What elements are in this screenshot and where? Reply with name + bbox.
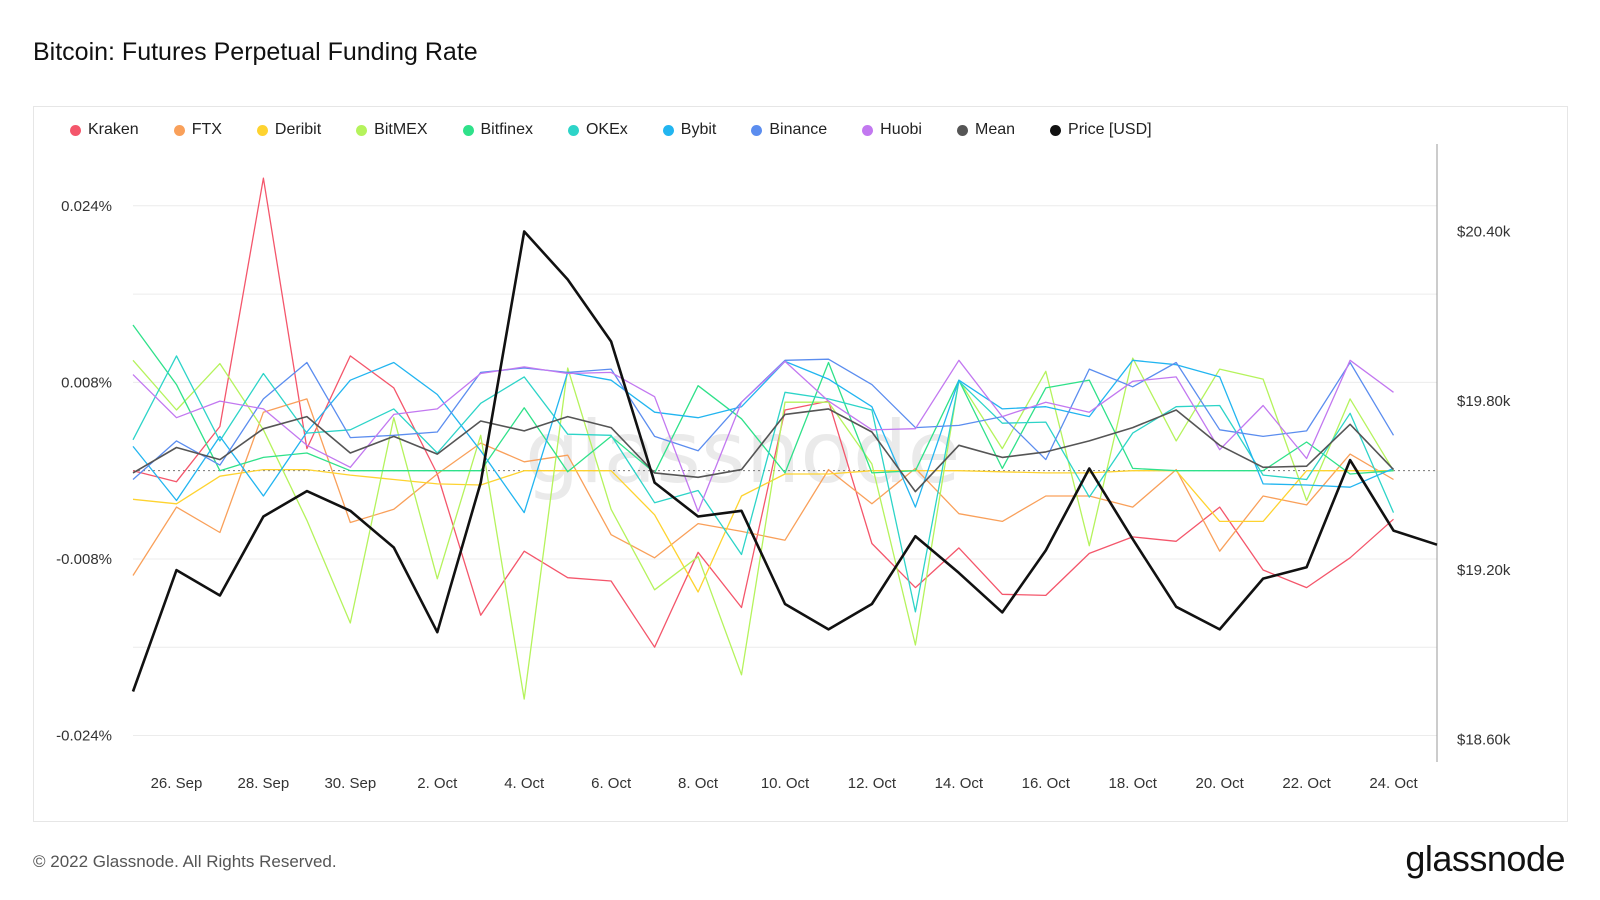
- x-tick-label: 20. Oct: [1195, 775, 1244, 792]
- chart-panel: [33, 106, 1568, 822]
- legend-label: FTX: [191, 121, 222, 138]
- y-right-tick-label: $19.20k: [1457, 562, 1511, 579]
- series-line-kraken[interactable]: [132, 177, 1394, 648]
- legend-item-bybit[interactable]: Bybit: [662, 121, 717, 139]
- legend-item-bitmex[interactable]: BitMEX: [356, 121, 428, 139]
- x-tick-label: 22. Oct: [1282, 775, 1331, 792]
- x-tick-label: 16. Oct: [1022, 775, 1071, 792]
- legend-item-kraken[interactable]: Kraken: [70, 121, 139, 139]
- legend-dot-icon: [462, 124, 474, 136]
- y-left-tick-label: 0.024%: [61, 198, 112, 215]
- legend-label: Binance: [769, 121, 828, 138]
- x-tick-label: 4. Oct: [504, 775, 545, 792]
- series-lines: [131, 177, 1438, 700]
- legend-dot-icon: [662, 124, 674, 136]
- legend-item-huobi[interactable]: Huobi: [862, 121, 922, 139]
- x-tick-label: 2. Oct: [417, 775, 458, 792]
- legend-dot-icon: [356, 124, 368, 136]
- series-line-bitfinex[interactable]: [132, 324, 1394, 475]
- x-tick-label: 12. Oct: [848, 775, 897, 792]
- chart-legend: Kraken FTX Deribit BitMEX Bitfinex OKEx Bybit B…: [70, 121, 1187, 139]
- series-line-bybit[interactable]: [132, 359, 1394, 514]
- series-line-price-usd[interactable]: [131, 230, 1438, 692]
- series-line-deribit[interactable]: [132, 468, 1394, 593]
- x-tick-label: 28. Sep: [238, 775, 290, 792]
- legend-label: BitMEX: [374, 121, 428, 138]
- chart-title: Bitcoin: Futures Perpetual Funding Rate: [33, 38, 478, 66]
- y-left-tick-label: 0.008%: [61, 374, 112, 391]
- legend-dot-icon: [862, 124, 874, 136]
- legend-dot-icon: [1050, 124, 1062, 136]
- axes: 0.024% 0.008% -0.008% -0.024% $20.40k $19.80k…: [56, 144, 1511, 792]
- legend-label: Price [USD]: [1068, 121, 1152, 138]
- x-tick-label: 10. Oct: [761, 775, 810, 792]
- legend-label: Mean: [974, 121, 1016, 138]
- series-line-bitmex[interactable]: [132, 357, 1395, 700]
- legend-dot-icon: [567, 124, 579, 136]
- legend-label: Bybit: [680, 121, 717, 138]
- y-right-tick-label: $19.80k: [1457, 393, 1511, 410]
- legend-item-okex[interactable]: OKEx: [567, 121, 628, 139]
- legend-dot-icon: [256, 124, 268, 136]
- legend-item-bitfinex[interactable]: Bitfinex: [462, 121, 533, 139]
- x-tick-label: 24. Oct: [1369, 775, 1418, 792]
- legend-label: Kraken: [88, 121, 139, 138]
- series-line-okex[interactable]: [132, 355, 1395, 613]
- copyright-text: © 2022 Glassnode. All Rights Reserved.: [33, 852, 337, 871]
- legend-item-ftx[interactable]: FTX: [173, 121, 222, 139]
- gridlines: [133, 205, 1437, 737]
- legend-label: Bitfinex: [480, 121, 533, 138]
- y-right-tick-label: $20.40k: [1457, 223, 1511, 240]
- x-tick-label: 14. Oct: [935, 775, 984, 792]
- x-tick-label: 6. Oct: [591, 775, 632, 792]
- legend-dot-icon: [173, 124, 185, 136]
- x-tick-label: 18. Oct: [1109, 775, 1158, 792]
- x-tick-label: 30. Sep: [324, 775, 376, 792]
- legend-item-binance[interactable]: Binance: [751, 121, 827, 139]
- series-line-mean[interactable]: [132, 408, 1395, 493]
- legend-item-mean[interactable]: Mean: [956, 121, 1016, 139]
- legend-item-deribit[interactable]: Deribit: [256, 121, 322, 139]
- legend-label: OKEx: [585, 121, 628, 138]
- legend-label: Deribit: [274, 121, 322, 138]
- legend-dot-icon: [956, 124, 968, 136]
- legend-dot-icon: [70, 124, 81, 136]
- glassnode-logo: glassnode: [1405, 838, 1565, 879]
- y-left-tick-label: -0.024%: [56, 728, 112, 745]
- legend-item-price-usd[interactable]: Price [USD]: [1050, 121, 1152, 139]
- legend-dot-icon: [751, 124, 763, 136]
- series-line-huobi[interactable]: [132, 359, 1394, 513]
- y-left-tick-label: -0.008%: [56, 551, 112, 568]
- legend-label: Huobi: [880, 121, 922, 138]
- x-tick-label: 26. Sep: [151, 775, 203, 792]
- y-right-tick-label: $18.60k: [1457, 731, 1511, 748]
- x-tick-label: 8. Oct: [678, 775, 719, 792]
